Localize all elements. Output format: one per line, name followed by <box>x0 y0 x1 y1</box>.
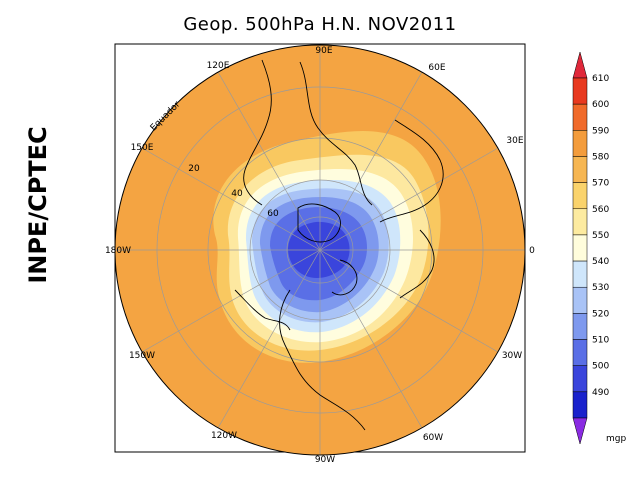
lon-label-90w: 90W <box>315 455 335 465</box>
colorbar-boxes <box>572 77 588 419</box>
colorbar-box <box>572 365 588 393</box>
meridian-150e <box>141 147 321 251</box>
lon-label-150e: 150E <box>131 143 154 153</box>
lon-label-120e: 120E <box>207 61 230 71</box>
colorbar-box <box>572 77 588 105</box>
colorbar-level-label: 490 <box>592 388 609 398</box>
colorbar-box <box>572 234 588 262</box>
coast-greenland <box>331 259 358 296</box>
lon-label-150w: 150W <box>129 351 155 361</box>
lon-label-30w: 30W <box>502 351 522 361</box>
colorbar-box <box>572 182 588 210</box>
coast-asia-south <box>299 61 373 206</box>
lon-label-120w: 120W <box>211 431 237 441</box>
coast-africa-europe <box>379 119 444 223</box>
colorbar-level-label: 560 <box>592 205 609 215</box>
colorbar: 610600590580570560550540530520510500490 … <box>572 51 626 445</box>
colorbar-box <box>572 339 588 366</box>
colorbar-box <box>572 391 588 419</box>
coast-north-america <box>279 289 366 431</box>
colorbar-level-label: 600 <box>592 100 609 110</box>
colorbar-level-label: 570 <box>592 179 609 189</box>
meridian-60w <box>319 249 423 429</box>
lon-label-60w: 60W <box>423 433 443 443</box>
colorbar-level-label: 590 <box>592 126 609 136</box>
lon-label-180w: 180W <box>105 246 131 256</box>
colorbar-level-label: 610 <box>592 74 609 84</box>
meridian-150w <box>141 249 321 353</box>
colorbar-level-label: 530 <box>592 283 609 293</box>
colorbar-bottom-arrow <box>572 417 588 445</box>
meridian-30w <box>319 249 499 353</box>
map-disk-border <box>114 44 526 456</box>
lon-label-30e: 30E <box>506 136 523 146</box>
lon-label-90e: 90E <box>315 46 332 56</box>
coast-europe-west <box>399 229 435 299</box>
colorbar-level-label: 520 <box>592 309 609 319</box>
colorbar-top-arrow <box>572 51 588 79</box>
colorbar-box <box>572 156 588 183</box>
lat-label-60: 60 <box>267 209 279 219</box>
colorbar-box <box>572 260 588 288</box>
colorbar-box <box>572 208 588 236</box>
colorbar-box <box>572 286 588 314</box>
lon-label-0: 0 <box>529 246 535 256</box>
meridian-120w <box>217 249 321 429</box>
colorbar-level-label: 500 <box>592 362 609 372</box>
colorbar-level-label: 540 <box>592 257 609 267</box>
coast-alaska <box>234 289 291 331</box>
colorbar-box <box>572 313 588 340</box>
map-title: Geop. 500hPa H.N. NOV2011 <box>183 14 457 35</box>
colorbar-labels: 610 600 590 580 570 560 550 540 530 520 510 500 490 <box>592 74 609 398</box>
colorbar-level-label: 550 <box>592 231 609 241</box>
colorbar-unit: mgp <box>606 434 626 444</box>
lon-label-60e: 60E <box>428 63 445 73</box>
coast-asia-east <box>243 59 272 206</box>
colorbar-box <box>572 130 588 157</box>
coast-arctic-islands <box>297 203 341 243</box>
coastlines <box>234 59 444 431</box>
lat-label-20: 20 <box>188 164 200 174</box>
meridian-30e <box>319 147 499 251</box>
colorbar-box <box>572 103 588 131</box>
graticule <box>115 45 525 455</box>
colorbar-level-label: 510 <box>592 336 609 346</box>
lat-label-40: 40 <box>231 189 243 199</box>
meridian-120e <box>217 71 321 251</box>
colorbar-level-label: 580 <box>592 152 609 162</box>
meridian-60e <box>319 71 423 251</box>
